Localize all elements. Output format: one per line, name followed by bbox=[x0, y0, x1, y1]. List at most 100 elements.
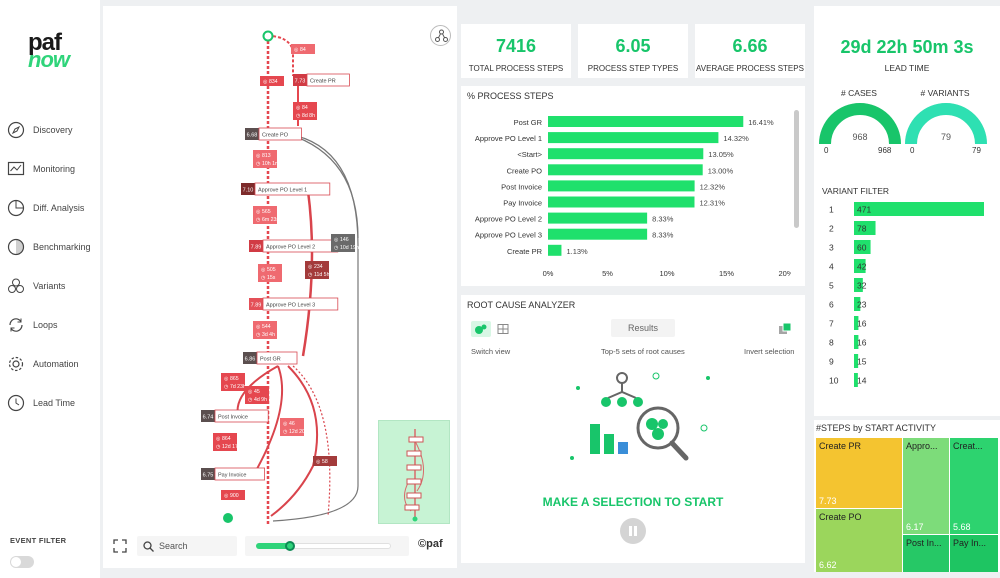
nav-item-diff-analysis[interactable]: Diff. Analysis bbox=[6, 195, 100, 221]
gauge-max: 79 bbox=[972, 146, 981, 155]
process-node[interactable]: 6.74 Post Invoice bbox=[201, 409, 269, 423]
edge-label[interactable]: ◎ 864 ◷ 12d 17h bbox=[213, 433, 241, 451]
node-label: Post GR bbox=[260, 357, 281, 363]
createpo-bypass-edge bbox=[287, 133, 359, 239]
process-node[interactable]: 7.10 Approve PO Level 1 bbox=[241, 182, 331, 196]
search-placeholder: Search bbox=[159, 541, 188, 551]
edge-label[interactable]: ◎ 46 ◷ 12d 20h bbox=[280, 418, 308, 436]
node-box bbox=[214, 467, 265, 481]
treemap-cell[interactable]: Pay In... bbox=[950, 535, 998, 572]
edge-cases: ◎ 834 bbox=[263, 79, 278, 85]
edge-label[interactable]: ◎ 45 ◷ 4d 9h bbox=[245, 386, 269, 404]
process-map[interactable]: 7.73 Create PR 6.68 Create PO 7.10 Approve PO… bbox=[103, 6, 457, 534]
node-badge-value: 6.75 bbox=[203, 473, 214, 479]
pause-button[interactable] bbox=[620, 518, 646, 544]
treemap-cell[interactable]: Post In... bbox=[903, 535, 949, 572]
process-node[interactable]: 7.89 Approve PO Level 3 bbox=[249, 297, 339, 311]
nav-item-automation[interactable]: Automation bbox=[6, 351, 100, 377]
edge-label[interactable]: ◎ 505 ◷ 15s bbox=[258, 264, 282, 282]
process-minimap[interactable] bbox=[378, 420, 450, 524]
treemap-cell[interactable]: Appro... 6.17 bbox=[903, 438, 949, 534]
bar-value-label: 8.33% bbox=[652, 231, 674, 240]
process-node[interactable]: 6.68 Create PO bbox=[245, 127, 302, 141]
kpi-label: AVERAGE PROCESS STEPS bbox=[696, 64, 804, 73]
process-step-bar[interactable] bbox=[548, 164, 703, 176]
nav-item-benchmarking[interactable]: Benchmarking bbox=[6, 234, 100, 260]
edge-label[interactable]: ◎ 834 bbox=[260, 76, 284, 86]
loop-icon bbox=[9, 318, 23, 332]
bubble-view-button[interactable] bbox=[471, 321, 491, 337]
process-step-bar[interactable] bbox=[548, 180, 695, 192]
map-search-input[interactable]: Search bbox=[137, 536, 237, 556]
fullscreen-icon[interactable] bbox=[113, 539, 127, 553]
x-tick-label: 0% bbox=[543, 269, 554, 278]
treemap-cell[interactable]: Create PO 6.62 bbox=[816, 509, 902, 572]
edge-label[interactable]: ◎ 234 ◷ 11d 5h bbox=[305, 261, 330, 279]
detail-slider[interactable] bbox=[245, 536, 409, 556]
variant-bar[interactable] bbox=[854, 373, 858, 387]
process-step-bar[interactable] bbox=[548, 148, 704, 160]
chart-scrollbar[interactable] bbox=[794, 110, 799, 228]
process-step-bar[interactable] bbox=[548, 116, 744, 127]
edge-label[interactable]: ◎ 813 ◷ 10h 1m bbox=[253, 150, 279, 168]
edge-label[interactable]: ◎ 146 ◷ 10d 19h bbox=[331, 234, 359, 252]
variants-gauge: 79 bbox=[905, 103, 987, 145]
process-steps-chart[interactable]: Post GR 16.41% Approve PO Level 1 14.32% <St… bbox=[461, 90, 791, 286]
process-step-bar[interactable] bbox=[548, 196, 695, 208]
slider-handle[interactable] bbox=[284, 541, 295, 551]
variant-bar[interactable] bbox=[854, 202, 984, 216]
process-node[interactable]: 7.73 Create PR bbox=[293, 73, 350, 87]
variant-number: 9 bbox=[829, 357, 834, 367]
nav-item-loops[interactable]: Loops bbox=[6, 312, 100, 338]
edge-cases: ◎ 864 bbox=[216, 436, 231, 442]
edge-label[interactable]: ◎ 900 bbox=[221, 490, 245, 500]
results-button[interactable]: Results bbox=[611, 319, 675, 337]
process-step-bar[interactable] bbox=[548, 132, 719, 144]
variant-bar[interactable] bbox=[854, 354, 859, 368]
edge-label[interactable]: ◎ 865 ◷ 7d 23h bbox=[221, 373, 246, 391]
node-badge-value: 7.89 bbox=[251, 303, 262, 309]
edge-label[interactable]: ◎ 84 ◷ 8d 8h bbox=[293, 102, 317, 120]
invert-selection-icon[interactable] bbox=[777, 321, 793, 337]
variant-bar[interactable] bbox=[854, 335, 859, 349]
nav-item-lead-time[interactable]: Lead Time bbox=[6, 390, 100, 416]
treemap-value: 7.73 bbox=[819, 496, 837, 506]
process-step-bar[interactable] bbox=[548, 244, 562, 256]
nav-item-monitoring[interactable]: Monitoring bbox=[6, 156, 100, 182]
variant-bar[interactable] bbox=[854, 221, 876, 235]
treemap-cell[interactable]: Create PR 7.73 bbox=[816, 438, 902, 508]
edge-label[interactable]: ◎ 565 ◷ 6m 23s bbox=[253, 206, 279, 224]
switch-view-toggle[interactable] bbox=[471, 321, 513, 337]
nav-item-discovery[interactable]: Discovery bbox=[6, 117, 100, 143]
compass-icon bbox=[7, 121, 25, 139]
variant-bar[interactable] bbox=[854, 316, 859, 330]
process-node[interactable]: 6.75 Pay Invoice bbox=[201, 467, 265, 481]
edge-time: ◷ 8d 8h bbox=[296, 113, 315, 119]
variant-filter-chart[interactable]: 1 471 2 78 3 60 4 42 5 32 6 23 7 16 8 16 9 15 10 14 bbox=[814, 200, 1000, 400]
variant-count: 78 bbox=[857, 224, 867, 234]
treemap-cell[interactable]: Creat... 5.68 bbox=[950, 438, 998, 534]
edge-label[interactable]: ◎ 84 bbox=[291, 44, 315, 54]
variant-bar[interactable] bbox=[854, 240, 871, 254]
steps-treemap[interactable]: Create PR 7.73 Create PO 6.62 Appro... 6.17 Cr… bbox=[816, 438, 998, 572]
process-step-bar[interactable] bbox=[548, 212, 648, 224]
network-icon bbox=[435, 29, 448, 42]
bar-value-label: 16.41% bbox=[748, 118, 774, 127]
variant-bar[interactable] bbox=[854, 297, 861, 311]
variant-bar[interactable] bbox=[854, 278, 863, 292]
variant-bar[interactable] bbox=[854, 259, 866, 273]
graph-layout-button[interactable] bbox=[430, 25, 451, 46]
process-node[interactable]: 6.86 Post GR bbox=[243, 351, 298, 365]
edge-label[interactable]: ◎ 58 bbox=[313, 456, 337, 466]
postgr-alt-edge bbox=[292, 365, 331, 517]
event-filter-toggle[interactable] bbox=[10, 556, 34, 568]
kpi-value: 7416 bbox=[495, 36, 537, 56]
edge-label[interactable]: ◎ 544 ◷ 3d 4h bbox=[253, 321, 277, 339]
cases-gauge-title: # CASES bbox=[841, 88, 877, 98]
nav-item-variants[interactable]: Variants bbox=[6, 273, 100, 299]
invert-selection-label: Invert selection bbox=[744, 347, 795, 356]
nav-item-label: Diff. Analysis bbox=[33, 203, 85, 213]
process-node[interactable]: 7.89 Approve PO Level 2 bbox=[249, 239, 339, 253]
process-step-bar[interactable] bbox=[548, 228, 648, 240]
table-view-button[interactable] bbox=[493, 321, 513, 337]
